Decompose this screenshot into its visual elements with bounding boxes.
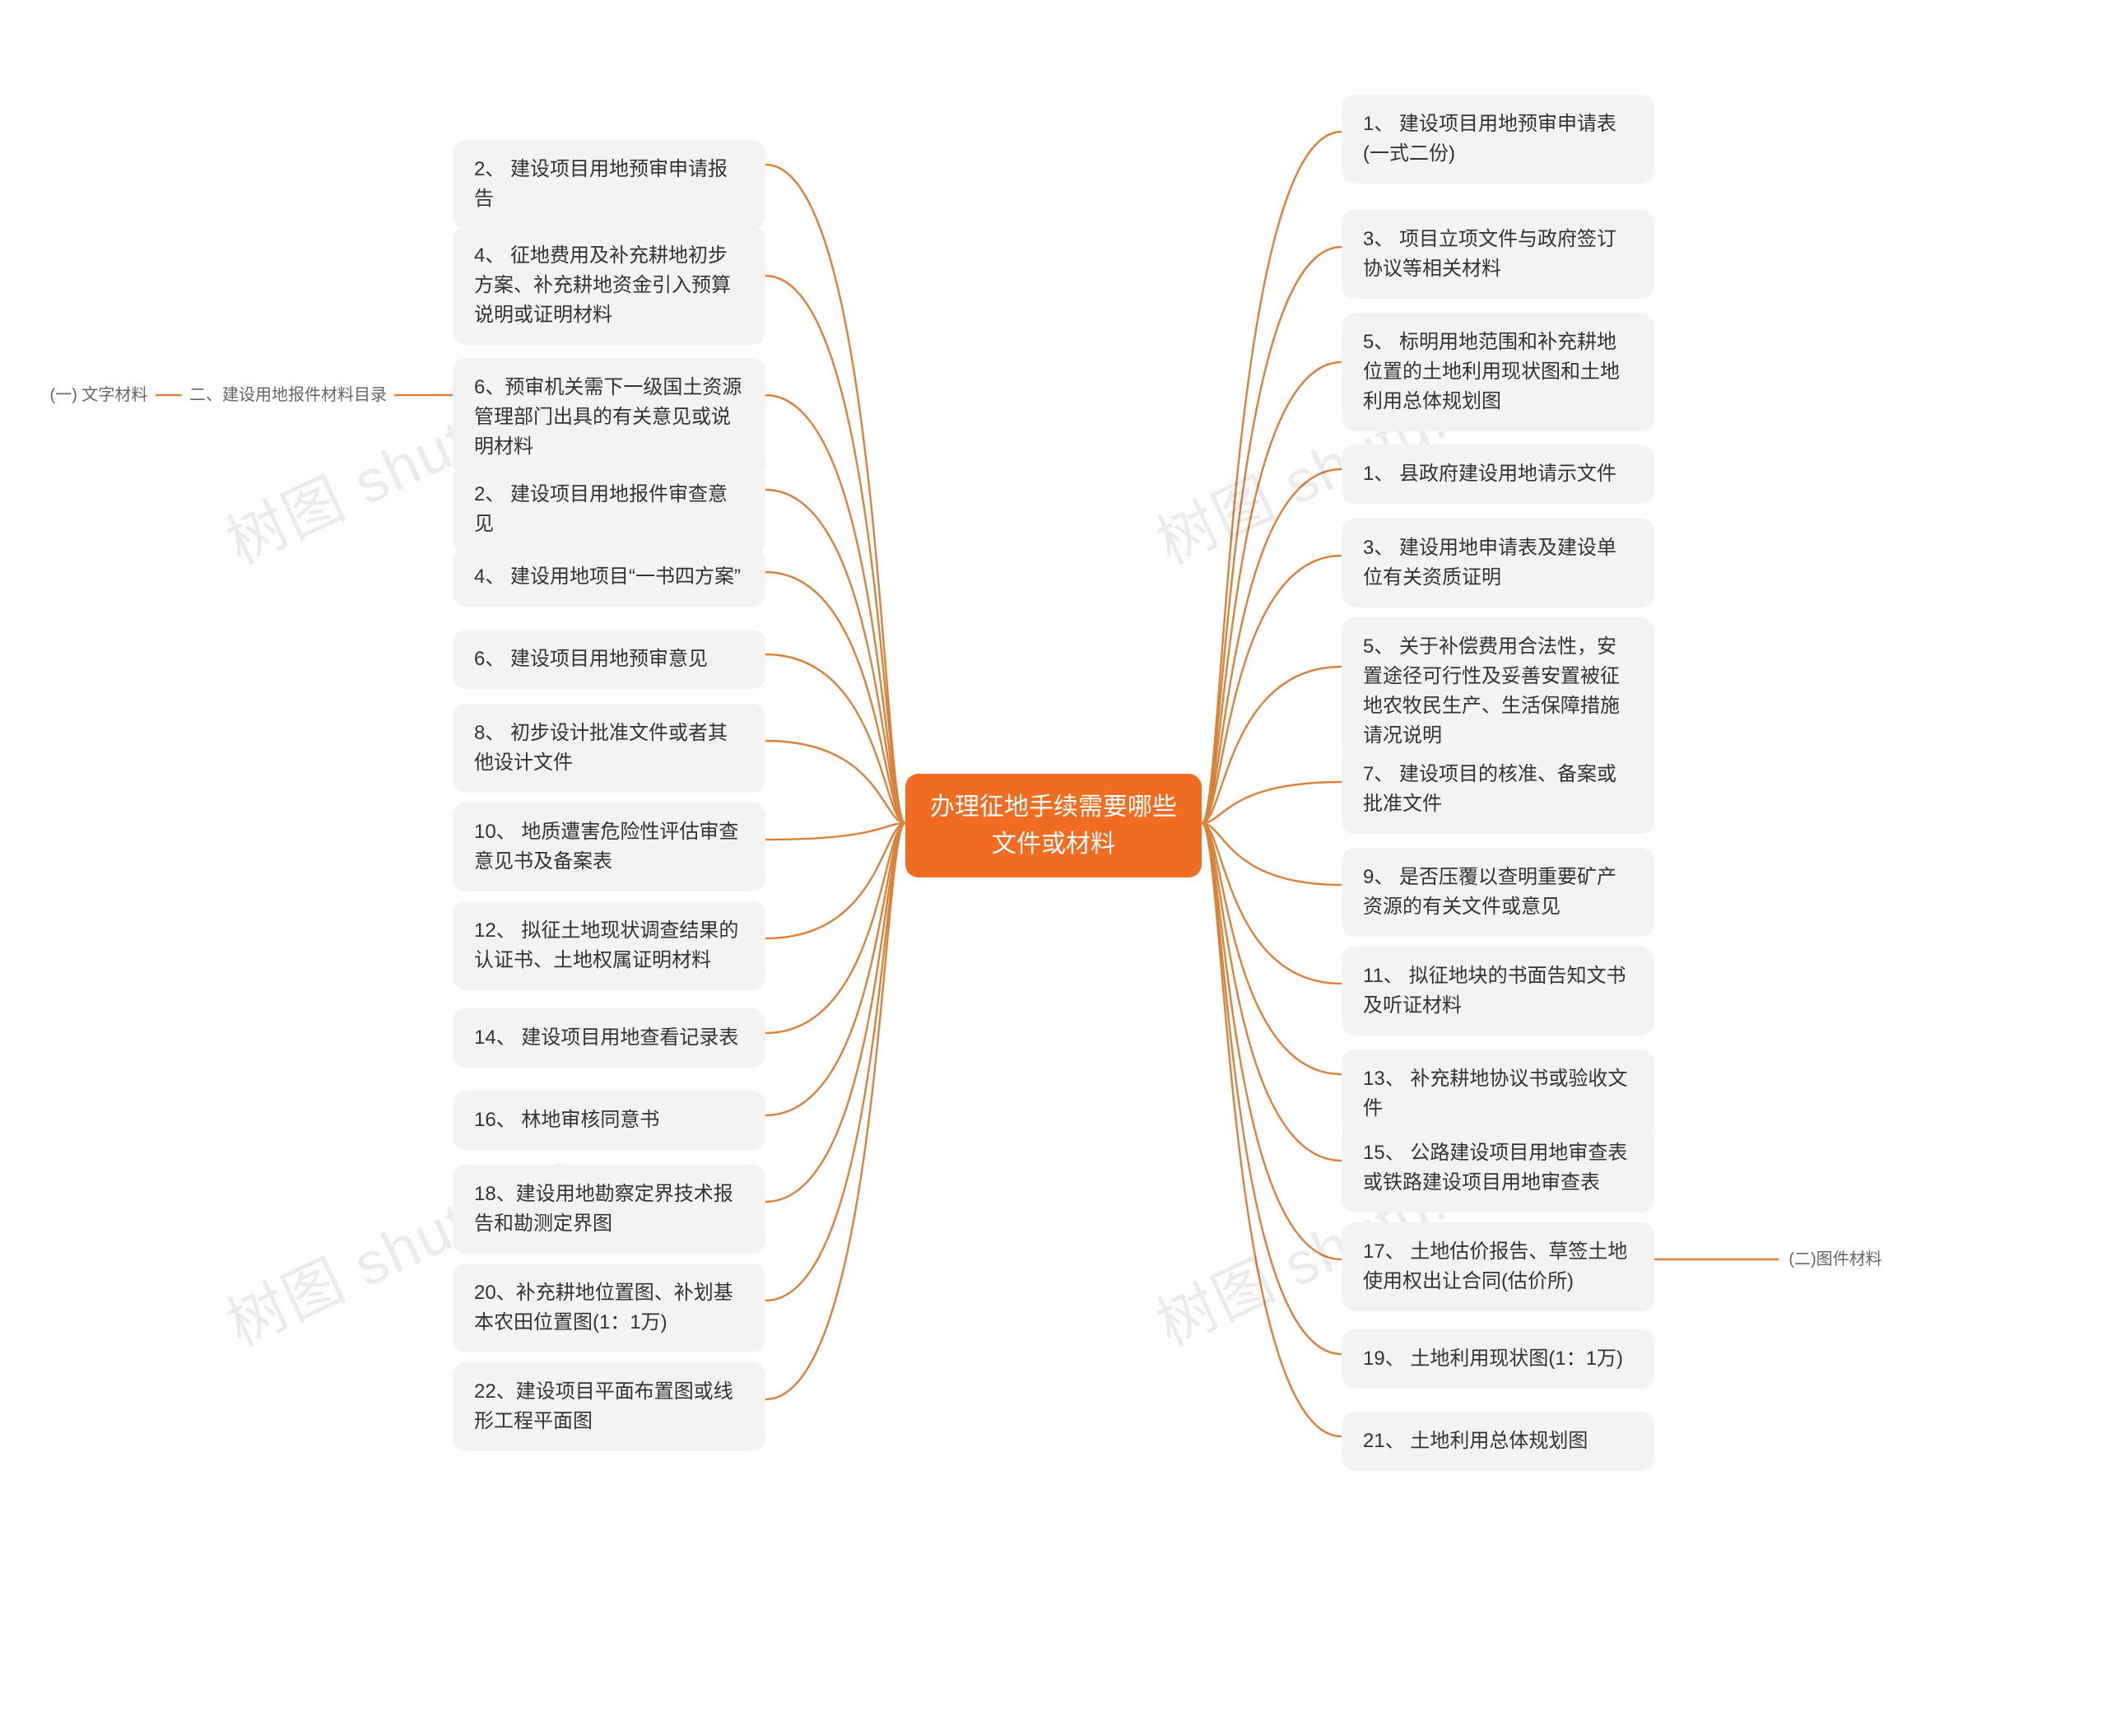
- right-item: 1、 建设项目用地预审申请表(一式二份): [1342, 95, 1654, 184]
- left-item: 4、 征地费用及补充耕地初步方案、补充耕地资金引入预算说明或证明材料: [453, 226, 765, 345]
- left-item: 6、 建设项目用地预审意见: [453, 630, 765, 689]
- right-item: 5、 标明用地范围和补充耕地位置的土地利用现状图和土地利用总体规划图: [1342, 313, 1654, 431]
- right-item: 3、 项目立项文件与政府签订协议等相关材料: [1342, 210, 1654, 299]
- right-item: 15、 公路建设项目用地审查表或铁路建设项目用地审查表: [1342, 1124, 1654, 1212]
- right-item: 7、 建设项目的核准、备案或批准文件: [1342, 745, 1654, 834]
- left-chain-0: (一) 文字材料: [41, 379, 156, 412]
- left-item: 2、 建设项目用地预审申请报告: [453, 140, 765, 229]
- right-item: 9、 是否压覆以查明重要矿产资源的有关文件或意见: [1342, 848, 1654, 937]
- left-item: 6、预审机关需下一级国土资源管理部门出具的有关意见或说明材料: [453, 358, 765, 477]
- left-chain-1: 二、建设用地报件材料目录: [181, 379, 395, 412]
- left-item: 16、 林地审核同意书: [453, 1091, 765, 1150]
- right-item: 3、 建设用地申请表及建设单位有关资质证明: [1342, 519, 1654, 607]
- left-item: 14、 建设项目用地查看记录表: [453, 1008, 765, 1068]
- right-item: 11、 拟征地块的书面告知文书及听证材料: [1342, 947, 1654, 1036]
- mindmap-canvas: 树图 shutu.cn树图 shutu.cn树图 shutu.cn树图 shut…: [0, 0, 2107, 1736]
- left-item: 20、补充耕地位置图、补划基本农田位置图(1：1万): [453, 1264, 765, 1352]
- right-item: 17、 土地估价报告、草签土地使用权出让合同(估价所): [1342, 1222, 1654, 1311]
- left-item: 8、 初步设计批准文件或者其他设计文件: [453, 704, 765, 793]
- left-item: 4、 建设用地项目“一书四方案”: [453, 547, 765, 607]
- right-chain-0: (二)图件材料: [1778, 1243, 1893, 1276]
- right-item: 1、 县政府建设用地请示文件: [1342, 444, 1654, 504]
- right-item: 5、 关于补偿费用合法性，安置途径可行性及妥善安置被征地农牧民生产、生活保障措施…: [1342, 617, 1654, 766]
- left-item: 12、 拟征土地现状调查结果的认证书、土地权属证明材料: [453, 901, 765, 990]
- left-item: 10、 地质遭害危险性评估审查意见书及备案表: [453, 803, 765, 891]
- left-item: 2、 建设项目用地报件审查意见: [453, 465, 765, 554]
- left-item: 22、建设项目平面布置图或线形工程平面图: [453, 1362, 765, 1451]
- right-item: 21、 土地利用总体规划图: [1342, 1412, 1654, 1471]
- center-topic: 办理征地手续需要哪些文件或材料: [905, 774, 1202, 877]
- left-item: 18、建设用地勘察定界技术报告和勘测定界图: [453, 1165, 765, 1254]
- right-item: 19、 土地利用现状图(1：1万): [1342, 1329, 1654, 1389]
